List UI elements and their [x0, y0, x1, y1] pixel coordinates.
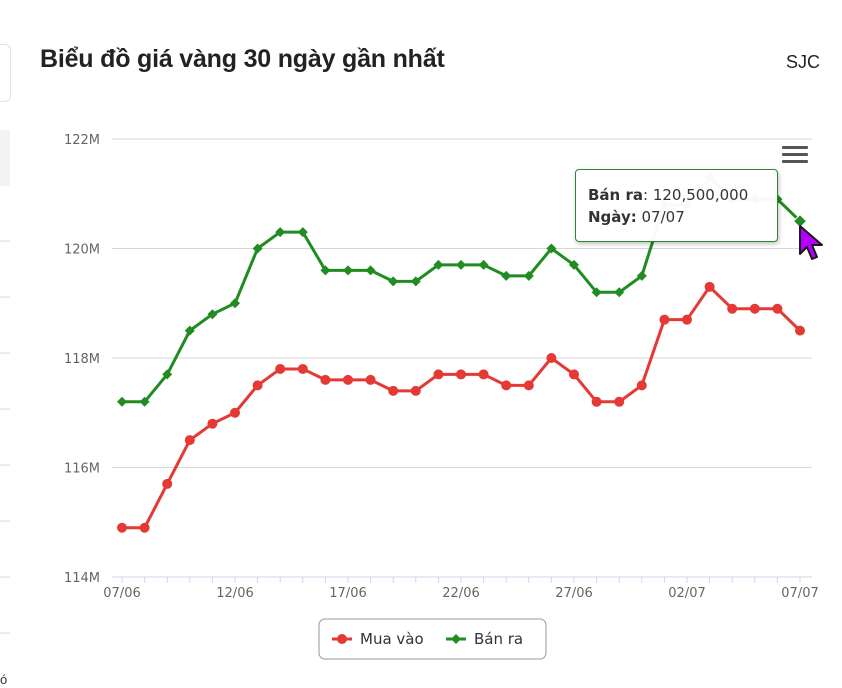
data-point-sell[interactable] — [162, 369, 173, 380]
y-tick-label: 114M — [64, 571, 100, 586]
y-tick-label: 118M — [64, 352, 100, 367]
data-point-sell[interactable] — [636, 270, 647, 281]
data-point-buy[interactable] — [569, 369, 579, 380]
data-point-buy[interactable] — [388, 385, 399, 396]
data-point-sell[interactable] — [410, 276, 421, 287]
data-point-sell[interactable] — [139, 396, 150, 407]
data-point-buy[interactable] — [614, 396, 625, 407]
data-point-sell[interactable] — [501, 270, 512, 281]
data-point-sell[interactable] — [456, 259, 466, 270]
data-point-buy[interactable] — [252, 380, 263, 391]
data-point-sell[interactable] — [569, 259, 579, 270]
data-point-sell[interactable] — [478, 259, 489, 270]
grid-lines: 114M 116M 118M 120M 122M — [64, 133, 812, 586]
tooltip-value: 120,500,000 — [652, 186, 749, 204]
data-point-buy[interactable] — [772, 303, 783, 314]
data-point-buy[interactable] — [365, 374, 376, 385]
data-point-buy[interactable] — [162, 478, 173, 489]
data-point-buy[interactable] — [636, 380, 647, 391]
data-point-sell[interactable] — [230, 298, 240, 309]
tooltip-date-label: Ngày: — [588, 208, 637, 226]
data-point-buy[interactable] — [320, 374, 331, 385]
left-panel-text-fragment: ó — [0, 672, 8, 687]
data-point-buy[interactable] — [727, 303, 738, 314]
mouse-pointer-icon — [799, 225, 823, 260]
data-point-buy[interactable] — [139, 522, 150, 533]
data-point-sell[interactable] — [343, 265, 353, 276]
chart-title: Biểu đồ giá vàng 30 ngày gần nhất — [40, 45, 445, 73]
data-point-sell[interactable] — [546, 243, 557, 254]
left-panel-edge — [0, 44, 11, 102]
y-tick-label: 122M — [64, 133, 100, 148]
data-point-sell[interactable] — [117, 396, 127, 407]
x-tick-label: 17/06 — [329, 586, 366, 601]
data-point-buy[interactable] — [523, 380, 534, 391]
data-point-sell[interactable] — [320, 265, 331, 276]
data-point-sell[interactable] — [365, 265, 376, 276]
data-point-sell[interactable] — [523, 270, 534, 281]
x-tick-label: 12/06 — [216, 586, 253, 601]
data-point-buy[interactable] — [749, 303, 760, 314]
legend-label: Mua vào — [360, 630, 424, 648]
data-point-buy[interactable] — [297, 363, 308, 374]
brand-label: SJC — [786, 52, 821, 72]
data-point-sell[interactable] — [184, 325, 195, 336]
x-tick-label: 07/07 — [781, 586, 818, 601]
legend-marker — [337, 634, 347, 644]
data-point-sell[interactable] — [433, 259, 444, 270]
x-tick-label: 27/06 — [555, 586, 592, 601]
data-point-sell[interactable] — [252, 243, 263, 254]
legend: Mua vào Bán ra — [318, 618, 547, 660]
legend-item-sell[interactable]: Bán ra — [446, 630, 523, 648]
data-point-buy[interactable] — [795, 325, 805, 336]
data-point-sell[interactable] — [297, 227, 308, 238]
data-point-sell[interactable] — [614, 287, 625, 298]
data-point-buy[interactable] — [591, 396, 602, 407]
data-point-sell[interactable] — [388, 276, 399, 287]
data-point-buy[interactable] — [410, 385, 421, 396]
data-point-buy[interactable] — [659, 314, 670, 325]
tooltip-date: 07/07 — [641, 208, 685, 226]
legend-label: Bán ra — [474, 630, 523, 648]
data-point-buy[interactable] — [207, 418, 218, 429]
legend-box — [318, 618, 547, 660]
hamburger-menu-icon[interactable] — [782, 146, 808, 168]
data-point-buy[interactable] — [230, 407, 240, 418]
x-tick-label: 02/07 — [668, 586, 705, 601]
legend-item-buy[interactable]: Mua vào — [332, 630, 424, 648]
data-point-buy[interactable] — [478, 369, 489, 380]
data-point-buy[interactable] — [433, 369, 444, 380]
y-tick-label: 116M — [64, 462, 100, 477]
data-point-buy[interactable] — [184, 435, 195, 446]
series-line-buy — [122, 285, 802, 530]
left-panel-table-edge — [0, 130, 10, 642]
data-point-buy[interactable] — [546, 353, 557, 363]
data-point-buy[interactable] — [704, 281, 715, 292]
data-point-buy[interactable] — [117, 522, 127, 533]
data-point-buy[interactable] — [275, 363, 286, 374]
chart-tooltip: Bán ra: 120,500,000 Ngày: 07/07 — [575, 169, 778, 242]
x-tick-label: 07/06 — [103, 586, 140, 601]
data-point-buy[interactable] — [501, 380, 512, 391]
data-point-buy[interactable] — [343, 374, 353, 385]
x-tick-label: 22/06 — [442, 586, 479, 601]
legend-marker — [451, 634, 461, 644]
data-point-sell[interactable] — [207, 309, 218, 320]
y-tick-label: 120M — [64, 243, 100, 258]
data-point-sell[interactable] — [591, 287, 602, 298]
x-axis: 07/06 12/06 17/06 22/06 27/06 02/07 07/07 — [103, 576, 819, 601]
data-point-sell[interactable] — [275, 227, 286, 238]
data-point-buy[interactable] — [682, 314, 692, 325]
data-point-buy[interactable] — [456, 369, 466, 380]
tooltip-series-label: Bán ra — [588, 186, 643, 204]
